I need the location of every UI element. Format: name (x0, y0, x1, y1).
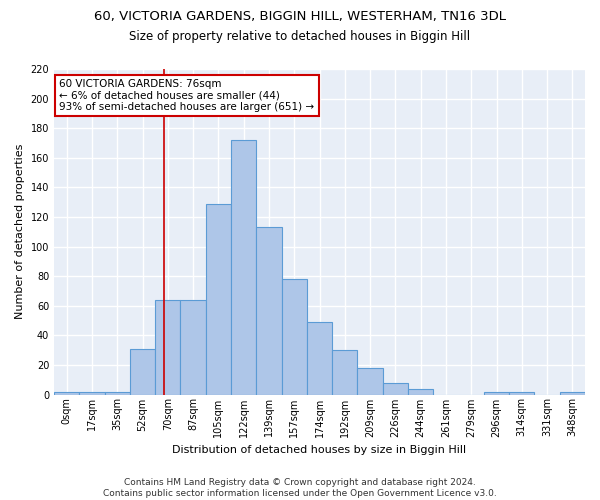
Text: 60, VICTORIA GARDENS, BIGGIN HILL, WESTERHAM, TN16 3DL: 60, VICTORIA GARDENS, BIGGIN HILL, WESTE… (94, 10, 506, 23)
Bar (281, 279, 307, 394)
Text: Contains HM Land Registry data © Crown copyright and database right 2024.
Contai: Contains HM Land Registry data © Crown c… (103, 478, 497, 498)
Bar (358, 368, 383, 394)
Text: 60 VICTORIA GARDENS: 76sqm
← 6% of detached houses are smaller (44)
93% of semi-: 60 VICTORIA GARDENS: 76sqm ← 6% of detac… (59, 79, 314, 112)
Bar (206, 204, 231, 394)
Bar (231, 140, 256, 394)
Bar (130, 348, 155, 395)
Y-axis label: Number of detached properties: Number of detached properties (15, 144, 25, 320)
Text: Size of property relative to detached houses in Biggin Hill: Size of property relative to detached ho… (130, 30, 470, 43)
Bar (181, 300, 206, 394)
Bar (104, 392, 130, 394)
Bar (484, 392, 509, 394)
Bar (408, 388, 433, 394)
Bar (332, 350, 358, 395)
X-axis label: Distribution of detached houses by size in Biggin Hill: Distribution of detached houses by size … (172, 445, 467, 455)
Bar (509, 392, 535, 394)
Bar (383, 382, 408, 394)
Bar (54, 392, 79, 394)
Bar (560, 392, 585, 394)
Bar (79, 392, 104, 394)
Bar (155, 300, 181, 394)
Bar (256, 228, 281, 394)
Bar (307, 322, 332, 394)
